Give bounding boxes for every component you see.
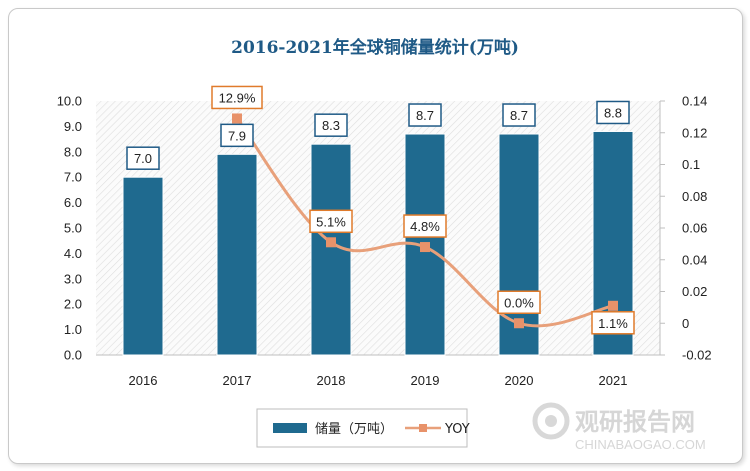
x-tick-label: 2019 — [411, 373, 440, 388]
watermark-logo-icon — [532, 402, 570, 440]
yoy-series — [232, 113, 618, 329]
y-left-tick-label: 7.0 — [64, 170, 82, 185]
data-labels: 7.0 7.9 8.3 8.7 8.7 8.8 12.9% 5.1% 4.8% 0.0% 1.1% — [126, 85, 635, 335]
yoy-data-label-box — [211, 85, 263, 110]
bar-data-label-box — [314, 113, 348, 137]
y-right-tick-label: 0.14 — [682, 94, 707, 109]
watermark-brand-cn: 观研报告网 — [575, 408, 695, 436]
y-left-tick-label: 0.0 — [64, 348, 82, 363]
x-tick-label: 2016 — [129, 373, 158, 388]
bar-data-label-box — [502, 103, 536, 127]
y-right-tick-label: 0 — [682, 316, 689, 331]
legend-bar-label: 储量（万吨） — [315, 422, 393, 437]
yoy-data-label-box — [403, 214, 447, 238]
yoy-marker — [608, 300, 618, 311]
legend-line-label: YOY — [444, 422, 470, 437]
chart-frame: 2016-2021年全球铜储量统计(万吨) 0.0 1.0 2.0 3.0 4.0 5.0… — [8, 8, 743, 464]
x-tick-label: 2020 — [505, 373, 534, 388]
yoy-data-label-box — [309, 209, 353, 234]
bar-data-label: 7.0 — [134, 151, 152, 166]
y-left-tick-label: 9.0 — [64, 119, 82, 134]
bar-data-label-box — [126, 146, 160, 170]
y-right-tick-label: 0.12 — [682, 125, 707, 140]
legend-line-marker — [419, 424, 427, 432]
y-right-tick-label: 0.08 — [682, 189, 707, 204]
yoy-data-label: 1.1% — [598, 316, 628, 331]
x-tick-label: 2017 — [223, 373, 252, 388]
y-left-tick-label: 8.0 — [64, 144, 82, 159]
y-left-tick-label: 1.0 — [64, 322, 82, 337]
x-tick-label: 2021 — [599, 373, 628, 388]
y-left-tick-label: 4.0 — [64, 246, 82, 261]
yoy-data-label: 4.8% — [410, 219, 440, 234]
plot-area — [96, 101, 660, 355]
y-right-tick-label: 0.02 — [682, 284, 707, 299]
chart-svg: 2016-2021年全球铜储量统计(万吨) 0.0 1.0 2.0 3.0 4.0 5.0… — [57, 37, 712, 452]
y-left-tick-label: 10.0 — [57, 94, 82, 109]
y-left-tick-label: 6.0 — [64, 195, 82, 210]
yoy-data-label-box — [591, 311, 635, 335]
y-right-tick-label: 0.06 — [682, 221, 707, 236]
y-left-tick-label: 5.0 — [64, 221, 82, 236]
y-right-tick-label: 0.04 — [682, 252, 707, 267]
chart-title: 2016-2021年全球铜储量统计(万吨) — [231, 37, 519, 58]
bar-data-label: 8.7 — [416, 108, 434, 123]
bar-data-label: 8.8 — [604, 105, 622, 120]
y-right-tick-label: -0.02 — [682, 348, 712, 363]
yoy-data-label: 5.1% — [316, 214, 346, 229]
bar — [216, 153, 258, 356]
bar — [122, 176, 164, 356]
legend-bar-swatch — [273, 423, 307, 433]
bar-data-label: 8.7 — [510, 108, 528, 123]
yoy-marker — [420, 242, 430, 253]
y-right-tick-label: 0.1 — [682, 157, 700, 172]
yoy-data-label: 12.9% — [219, 90, 256, 105]
bar-data-label: 7.9 — [228, 128, 246, 143]
yoy-marker — [326, 237, 336, 248]
axes: 0.0 1.0 2.0 3.0 4.0 5.0 6.0 7.0 8.0 9.0 10.0 -0.02 0… — [57, 94, 712, 389]
yoy-data-label: 0.0% — [504, 295, 534, 310]
bar-data-label-box — [220, 123, 254, 148]
y-left-tick-label: 2.0 — [64, 297, 82, 312]
yoy-data-label-box — [497, 290, 541, 314]
legend: 储量（万吨） YOY — [256, 408, 470, 448]
x-tick-label: 2018 — [317, 373, 346, 388]
bar-data-label: 8.3 — [322, 118, 340, 133]
bar-data-label-box — [408, 103, 442, 127]
yoy-marker — [232, 113, 242, 124]
yoy-marker — [514, 318, 524, 329]
y-left-tick-label: 3.0 — [64, 271, 82, 286]
bar-data-label-box — [596, 100, 630, 125]
watermark: 观研报告网 CHINABAOGAO.COM — [532, 402, 706, 452]
watermark-brand-en: CHINABAOGAO.COM — [575, 437, 706, 452]
